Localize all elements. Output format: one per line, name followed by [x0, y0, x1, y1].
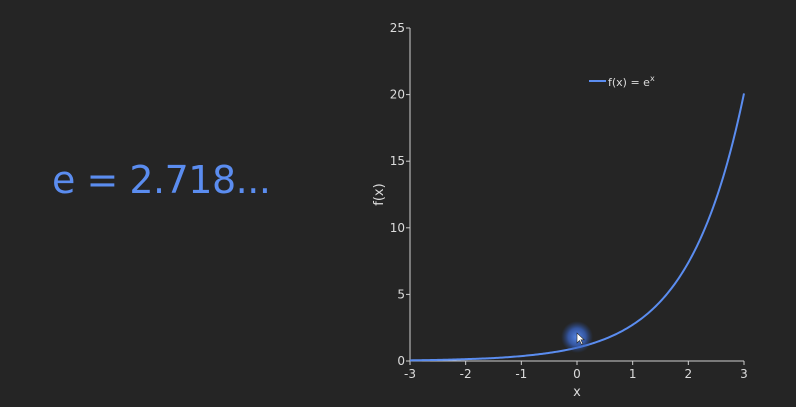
- chart-ticks: -3 -2 -1 0 1 2 3 0 5 10 15 20 25: [390, 21, 748, 381]
- series-line-0: [409, 93, 745, 362]
- legend-entry: f(x) = ex: [608, 74, 655, 89]
- chart-series: [409, 93, 745, 362]
- cursor-pointer-icon: [576, 332, 585, 345]
- y-tick-label: 20: [390, 88, 405, 102]
- x-tick-label: 1: [629, 367, 637, 381]
- x-tick-label: 0: [573, 367, 581, 381]
- y-tick-label: 5: [397, 287, 405, 301]
- headline-text: e = 2.718...: [52, 158, 271, 202]
- chart-axes: [409, 28, 744, 362]
- x-tick-label: -1: [515, 367, 527, 381]
- y-tick-label: 25: [390, 21, 405, 35]
- cursor-highlight: [561, 321, 593, 354]
- legend-superscript: x: [650, 74, 655, 83]
- x-tick-label: -2: [460, 367, 472, 381]
- x-tick-label: 3: [740, 367, 748, 381]
- y-tick-label: 0: [397, 354, 405, 368]
- y-tick-label: 10: [390, 221, 405, 235]
- x-tick-label: 2: [685, 367, 693, 381]
- x-tick-label: -3: [404, 367, 416, 381]
- chart-legend: f(x) = ex: [589, 74, 655, 89]
- x-axis-label: x: [573, 385, 581, 400]
- y-axis-label: f(x): [372, 183, 387, 205]
- y-tick-label: 15: [390, 154, 405, 168]
